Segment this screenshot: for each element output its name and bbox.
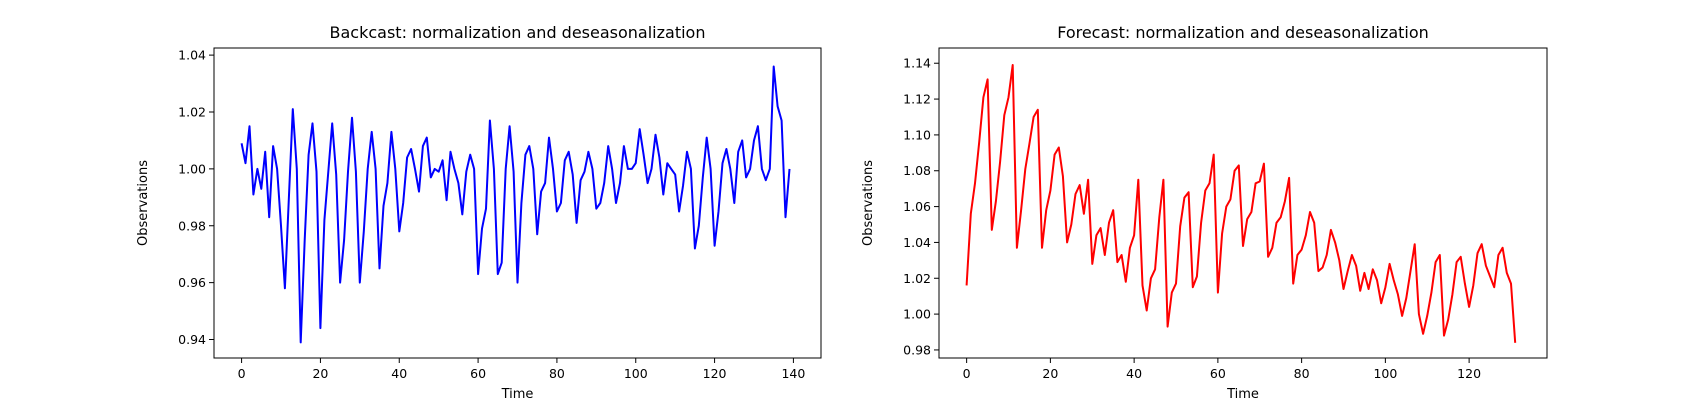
x-tick-label: 100 (624, 366, 648, 381)
y-tick-label: 1.14 (903, 56, 931, 71)
x-tick-label: 60 (470, 366, 486, 381)
chart-2: 0 20 40 60 80 100 120 0.98 1.00 1.02 1.04 1.06 1.08 1… (861, 23, 1548, 400)
x-tick-label: 120 (1457, 366, 1481, 381)
chart-1: 0 20 40 60 80 100 120 140 0.94 0.96 0.98 1.00 1.02 1.… (136, 23, 822, 400)
x-tick-label: 140 (781, 366, 805, 381)
x-tick-label: 80 (549, 366, 565, 381)
y-tick-label: 1.10 (903, 127, 931, 142)
y-tick-label: 1.00 (178, 161, 206, 176)
x-axis-label: Time (1226, 387, 1259, 400)
y-tick-label: 0.96 (178, 275, 206, 290)
y-tick-label: 1.08 (903, 163, 931, 178)
x-tick-label: 20 (312, 366, 328, 381)
y-tick-label: 1.02 (903, 271, 931, 286)
plot-frame (938, 47, 1548, 359)
x-tick-label: 120 (703, 366, 727, 381)
series-line (965, 64, 1517, 343)
x-axis-label: Time (501, 387, 534, 400)
y-tick-label: 0.98 (903, 342, 931, 357)
y-tick-label: 1.00 (903, 307, 931, 322)
x-tick-label: 80 (1294, 366, 1310, 381)
x-tick-label: 0 (963, 366, 971, 381)
x-tick-label: 20 (1042, 366, 1058, 381)
x-tick-label: 40 (1126, 366, 1142, 381)
y-tick-label: 1.02 (178, 104, 206, 119)
plot-frame (213, 47, 822, 359)
y-axis-label: Observations (861, 160, 876, 246)
y-tick-label: 0.94 (178, 332, 206, 347)
y-tick-label: 1.12 (903, 92, 931, 107)
x-tick-label: 100 (1373, 366, 1397, 381)
x-tick-label: 60 (1210, 366, 1226, 381)
x-tick-label: 40 (391, 366, 407, 381)
chart-title: Forecast: normalization and deseasonaliz… (1057, 23, 1429, 42)
series-line (240, 65, 791, 344)
y-axis-label: Observations (136, 160, 151, 246)
y-tick-label: 1.04 (178, 48, 206, 63)
y-tick-label: 1.06 (903, 199, 931, 214)
y-tick-label: 0.98 (178, 218, 206, 233)
x-tick-label: 0 (238, 366, 246, 381)
y-tick-label: 1.04 (903, 235, 931, 250)
chart-title: Backcast: normalization and deseasonaliz… (330, 23, 706, 42)
